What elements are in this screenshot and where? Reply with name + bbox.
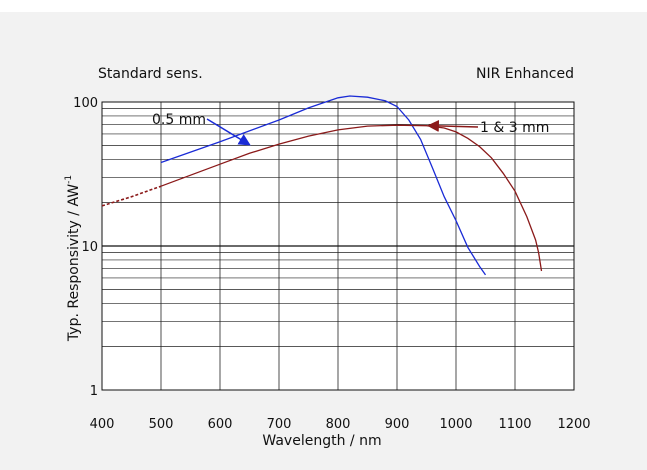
y-tick-label: 1 <box>90 384 98 399</box>
annotation-1-3-mm: 1 & 3 mm <box>480 120 549 136</box>
x-tick-label: 400 <box>90 417 115 432</box>
x-axis-title: Wavelength / nm <box>262 433 381 449</box>
y-axis-title-superscript: -1 <box>64 175 74 184</box>
series-1-3-mm-extrapolated <box>101 185 162 207</box>
header-right-label: NIR Enhanced <box>476 66 574 82</box>
x-tick-label: 1200 <box>557 417 590 432</box>
x-tick-label: 700 <box>267 417 292 432</box>
y-axis-title-text: Typ. Responsivity / AW <box>66 184 82 342</box>
x-tick-label: 500 <box>149 417 174 432</box>
annotations: 0.5 mm 1 & 3 mm <box>152 112 549 146</box>
plot-border <box>101 101 575 391</box>
responsivity-chart: 400 500 600 700 800 900 1000 1100 1200 100 10 1 Sta… <box>64 66 591 449</box>
series-0-5-mm <box>160 95 487 276</box>
annotation-0-5-mm: 0.5 mm <box>152 112 206 128</box>
chart-panel: 400 500 600 700 800 900 1000 1100 1200 100 10 1 Sta… <box>0 12 647 470</box>
header-left-label: Standard sens. <box>98 66 203 82</box>
x-tick-label: 600 <box>208 417 233 432</box>
y-axis-title: Typ. Responsivity / AW-1 <box>64 175 82 342</box>
annotation-arrow-1-3-mm <box>426 119 479 132</box>
x-tick-label: 900 <box>385 417 410 432</box>
grid <box>102 102 574 390</box>
x-tick-label: 1100 <box>498 417 531 432</box>
tick-labels: 400 500 600 700 800 900 1000 1100 1200 100 10 1 <box>73 96 590 432</box>
x-tick-label: 800 <box>326 417 351 432</box>
y-tick-label: 100 <box>73 96 98 111</box>
y-tick-label: 10 <box>81 240 98 255</box>
annotation-arrow-0-5-mm <box>206 118 251 146</box>
series-1-3-mm <box>160 124 543 272</box>
x-tick-label: 1000 <box>439 417 472 432</box>
series-layer <box>101 95 543 276</box>
